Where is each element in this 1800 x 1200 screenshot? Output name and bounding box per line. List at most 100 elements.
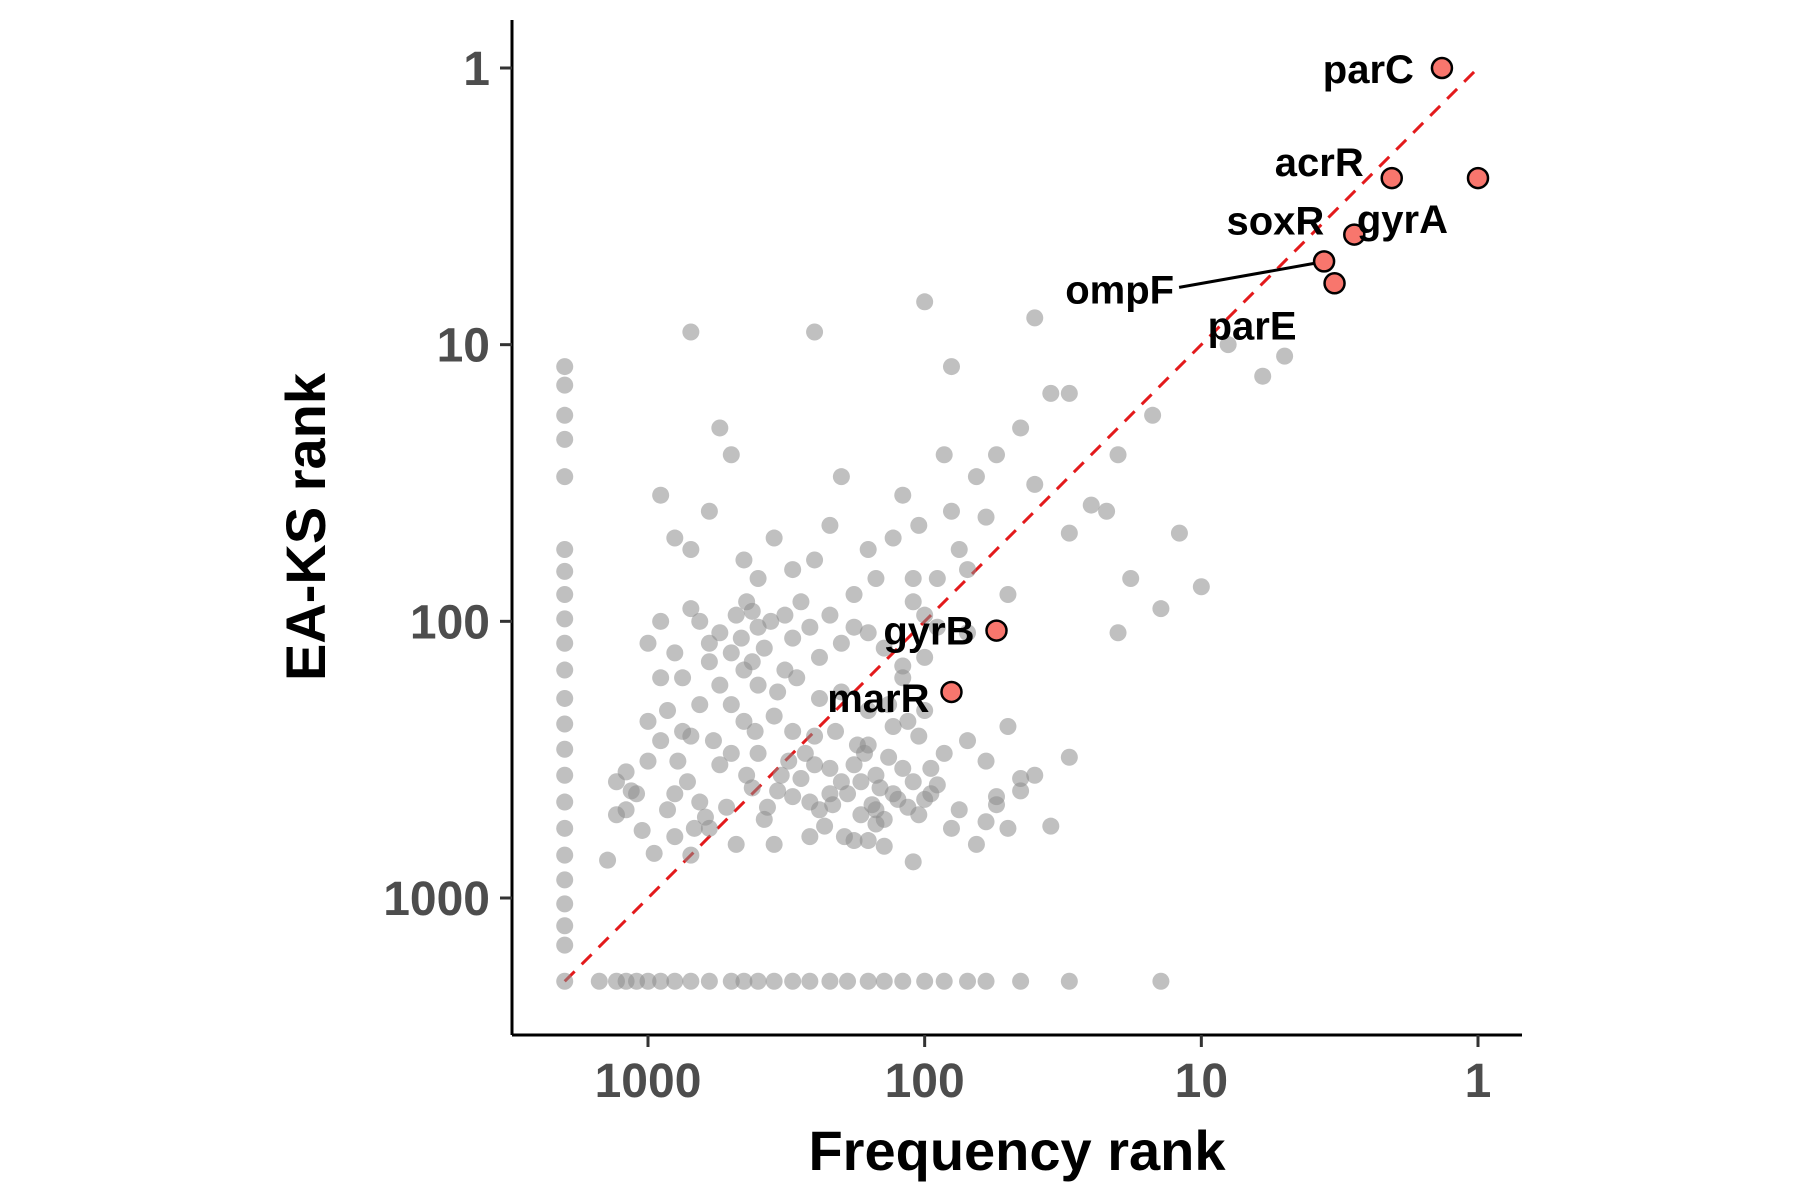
background-point	[959, 732, 977, 750]
background-point	[652, 486, 670, 504]
background-point	[1254, 367, 1272, 385]
background-point	[556, 406, 574, 424]
background-point	[590, 972, 608, 990]
background-point	[1276, 347, 1294, 365]
highlight-point-ompF	[1312, 250, 1336, 273]
background-point	[1060, 384, 1078, 402]
background-point	[827, 722, 845, 740]
background-point	[711, 419, 729, 437]
background-point	[1026, 766, 1044, 784]
background-point	[935, 446, 953, 464]
background-point	[859, 701, 877, 719]
background-point	[659, 801, 677, 819]
background-point	[1060, 524, 1078, 542]
reference-diagonal-line	[563, 66, 1480, 983]
background-point	[599, 851, 617, 869]
background-point	[682, 600, 700, 618]
background-point	[922, 759, 940, 777]
background-point	[810, 801, 828, 819]
background-point	[556, 715, 574, 733]
background-point	[666, 644, 684, 662]
background-point	[556, 819, 574, 837]
background-point	[942, 358, 960, 376]
background-point	[845, 756, 863, 774]
background-point	[801, 618, 819, 636]
background-point	[700, 972, 718, 990]
background-point	[691, 793, 709, 811]
background-point	[959, 972, 977, 990]
background-point	[711, 624, 729, 642]
background-point	[904, 593, 922, 611]
gene-label-acrR: acrR	[1275, 141, 1364, 185]
background-point	[762, 612, 780, 630]
background-point	[875, 972, 893, 990]
y-tick-label: 1000	[383, 873, 490, 926]
background-point	[743, 779, 761, 797]
background-point	[1012, 972, 1030, 990]
background-point	[769, 683, 787, 701]
background-point	[746, 722, 764, 740]
background-point	[556, 895, 574, 913]
background-point	[674, 669, 692, 687]
background-point	[880, 748, 898, 766]
background-point	[556, 430, 574, 448]
background-point	[977, 972, 995, 990]
background-point	[910, 806, 928, 824]
background-point	[880, 696, 898, 714]
background-point	[859, 832, 877, 850]
background-point	[950, 801, 968, 819]
highlight-point-soxR	[1343, 223, 1366, 246]
background-point	[1082, 496, 1100, 514]
background-point	[1042, 384, 1060, 402]
background-point	[942, 819, 960, 837]
background-point	[556, 634, 574, 652]
background-point	[556, 917, 574, 935]
background-point	[682, 541, 700, 559]
gene-label-gyrA: gyrA	[1357, 198, 1448, 242]
background-point	[792, 770, 810, 788]
highlight-point-parC	[1430, 56, 1454, 80]
background-point	[652, 972, 670, 990]
gene-label-soxR: soxR	[1226, 200, 1324, 244]
background-point	[765, 835, 783, 853]
background-point	[875, 639, 893, 657]
background-point	[1060, 972, 1078, 990]
background-point	[758, 798, 776, 816]
background-point	[1026, 309, 1044, 327]
reference-line-layer	[563, 66, 1480, 983]
background-point	[617, 763, 635, 781]
background-point	[556, 846, 574, 864]
background-point	[722, 972, 740, 990]
x-tick-label: 10	[1175, 1055, 1228, 1108]
background-point	[894, 657, 912, 675]
background-point	[1012, 770, 1030, 788]
background-point	[910, 727, 928, 745]
background-point	[928, 776, 946, 794]
background-point	[556, 689, 574, 707]
background-point	[821, 759, 839, 777]
background-point	[1144, 406, 1162, 424]
background-point	[867, 569, 885, 587]
background-point	[556, 586, 574, 604]
background-point	[845, 586, 863, 604]
background-point	[792, 593, 810, 611]
background-point	[691, 696, 709, 714]
background-point	[696, 808, 714, 826]
background-point	[732, 629, 750, 647]
background-point	[784, 629, 802, 647]
background-point	[1012, 782, 1030, 800]
background-point	[859, 972, 877, 990]
background-point	[916, 790, 934, 808]
background-point	[839, 785, 857, 803]
x-tick-label: 1000	[595, 1055, 702, 1108]
background-point	[669, 752, 687, 770]
y-tick-label: 100	[410, 596, 490, 649]
background-point	[1012, 419, 1030, 437]
background-point	[682, 323, 700, 341]
background-point	[999, 586, 1017, 604]
background-point	[755, 639, 773, 657]
background-point	[769, 782, 787, 800]
x-tick-label: 1	[1465, 1055, 1492, 1108]
background-point	[899, 712, 917, 730]
background-point	[556, 468, 574, 486]
